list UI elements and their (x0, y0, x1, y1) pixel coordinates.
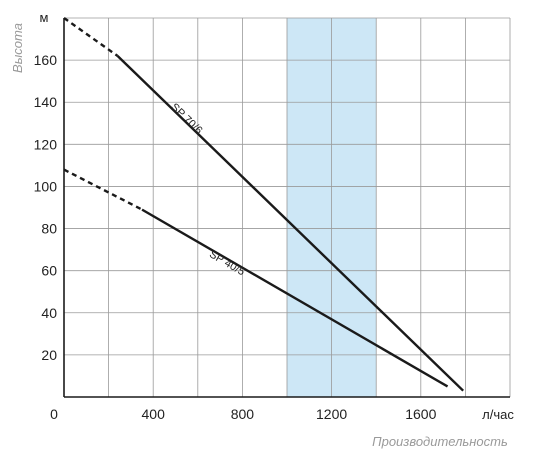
series-line (141, 208, 449, 388)
y-axis-title: Высота (10, 23, 25, 73)
y-tick-label: 120 (34, 136, 58, 152)
x-tick-label: 400 (142, 406, 166, 422)
x-unit-label: л/час (482, 407, 514, 422)
x-tick-label: 1200 (316, 406, 347, 422)
y-unit-label: м (40, 10, 49, 25)
y-tick-label: 100 (34, 178, 58, 194)
grid-layer (64, 17, 511, 397)
y-tick-label: 60 (41, 263, 57, 279)
x-tick-label: 0 (50, 406, 58, 422)
y-tick-label: 40 (41, 305, 57, 321)
series-label: SP 40/5 (207, 248, 247, 278)
series-label: SP 70/6 (168, 101, 204, 137)
x-tick-label: 800 (231, 406, 255, 422)
x-tick-label: 1600 (405, 406, 436, 422)
y-tick-label: 20 (41, 347, 57, 363)
series-line (116, 55, 465, 392)
y-tick-label: 80 (41, 221, 57, 237)
x-axis-title: Производительность (372, 434, 508, 449)
series-line-dashed (63, 168, 143, 211)
y-tick-label: 160 (34, 52, 58, 68)
axis-layer (63, 18, 510, 398)
series-line-dashed (63, 17, 119, 57)
y-tick-label: 140 (34, 94, 58, 110)
series-layer (63, 17, 465, 392)
